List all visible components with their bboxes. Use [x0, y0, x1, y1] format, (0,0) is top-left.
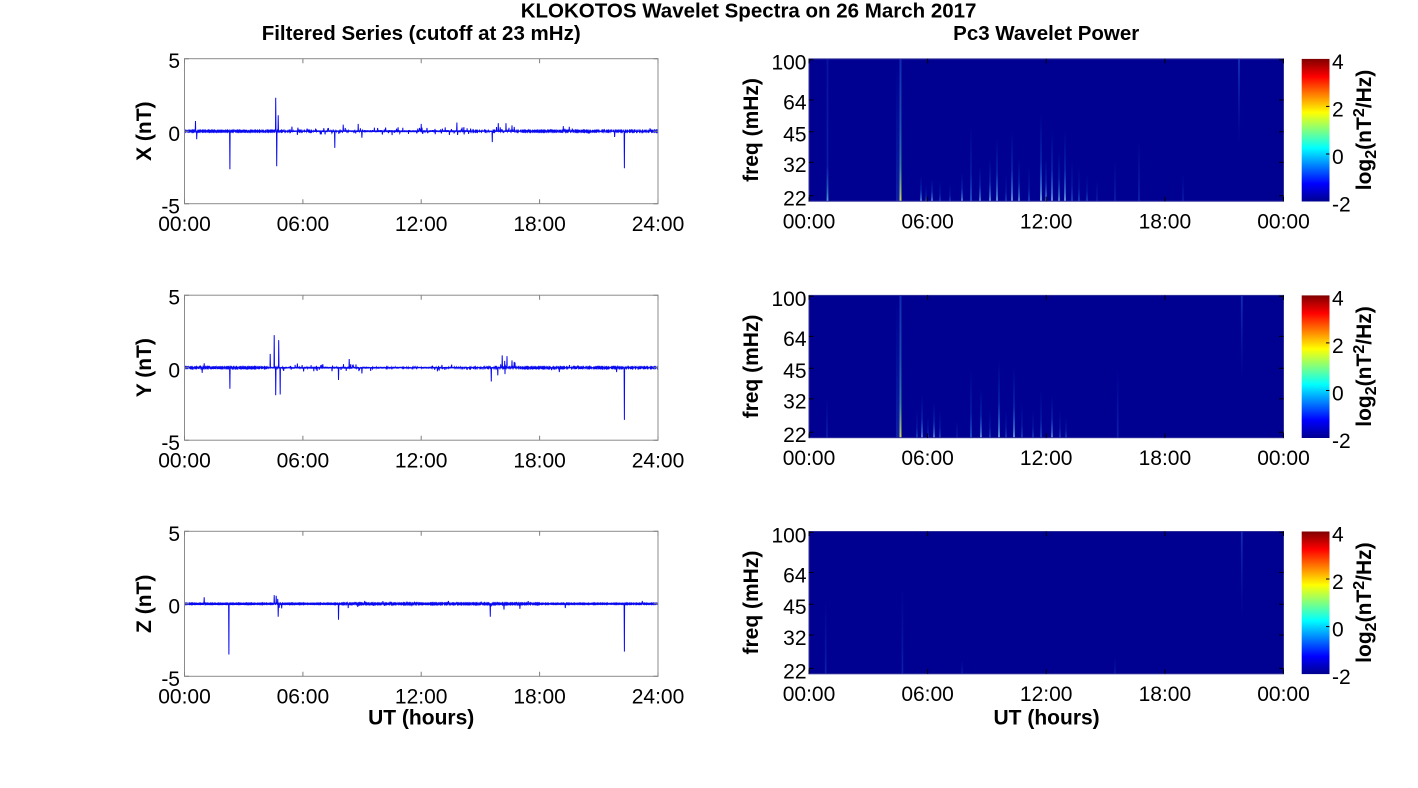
svg-text:00:00: 00:00	[158, 213, 211, 236]
svg-text:24:00: 24:00	[632, 213, 685, 236]
svg-text:-2: -2	[1332, 430, 1351, 453]
svg-text:freq (mHz): freq (mHz)	[740, 315, 763, 419]
svg-text:100: 100	[771, 52, 806, 75]
svg-text:22: 22	[783, 188, 806, 211]
svg-text:Y (nT): Y (nT)	[133, 338, 156, 397]
svg-text:18:00: 18:00	[513, 450, 566, 473]
svg-text:00:00: 00:00	[1257, 447, 1310, 470]
svg-text:freq (mHz): freq (mHz)	[740, 551, 763, 655]
svg-text:00:00: 00:00	[783, 211, 836, 234]
svg-text:06:00: 06:00	[901, 683, 954, 706]
svg-text:00:00: 00:00	[1257, 683, 1310, 706]
svg-text:18:00: 18:00	[1139, 211, 1192, 234]
svg-text:22: 22	[783, 660, 806, 683]
svg-text:2: 2	[1332, 571, 1344, 594]
svg-text:06:00: 06:00	[277, 213, 330, 236]
svg-text:12:00: 12:00	[395, 450, 448, 473]
svg-text:-5: -5	[161, 196, 180, 219]
svg-text:12:00: 12:00	[395, 686, 448, 709]
svg-text:0: 0	[1332, 619, 1344, 642]
svg-text:2: 2	[1332, 335, 1344, 358]
svg-text:-2: -2	[1332, 193, 1351, 216]
svg-text:0: 0	[1332, 382, 1344, 405]
svg-text:00:00: 00:00	[158, 450, 211, 473]
svg-text:log2(nT2/Hz): log2(nT2/Hz)	[1351, 306, 1380, 426]
svg-text:0: 0	[168, 360, 180, 383]
svg-text:5: 5	[168, 50, 180, 73]
svg-text:32: 32	[783, 627, 806, 650]
svg-text:5: 5	[168, 287, 180, 310]
svg-text:64: 64	[783, 328, 807, 351]
svg-text:Z (nT): Z (nT)	[133, 575, 156, 633]
svg-text:5: 5	[168, 523, 180, 546]
svg-text:UT (hours): UT (hours)	[368, 707, 474, 730]
svg-text:18:00: 18:00	[513, 686, 566, 709]
svg-text:45: 45	[783, 360, 806, 383]
svg-text:Filtered Series (cutoff at 23: Filtered Series (cutoff at 23 mHz)	[262, 22, 581, 45]
svg-text:0: 0	[1332, 146, 1344, 169]
svg-text:KLOKOTOS Wavelet Spectra on 26: KLOKOTOS Wavelet Spectra on 26 March 201…	[521, 0, 977, 23]
svg-text:22: 22	[783, 424, 806, 447]
svg-text:12:00: 12:00	[395, 213, 448, 236]
svg-text:00:00: 00:00	[783, 683, 836, 706]
svg-text:0: 0	[168, 596, 180, 619]
svg-text:18:00: 18:00	[513, 213, 566, 236]
svg-text:45: 45	[783, 124, 806, 147]
svg-text:2: 2	[1332, 98, 1344, 121]
svg-text:12:00: 12:00	[1020, 683, 1073, 706]
svg-text:100: 100	[771, 524, 806, 547]
svg-text:4: 4	[1332, 523, 1344, 546]
svg-text:06:00: 06:00	[277, 450, 330, 473]
svg-text:0: 0	[168, 123, 180, 146]
svg-text:00:00: 00:00	[158, 686, 211, 709]
svg-text:4: 4	[1332, 287, 1344, 310]
svg-text:12:00: 12:00	[1020, 211, 1073, 234]
svg-text:X (nT): X (nT)	[133, 101, 156, 160]
svg-text:-5: -5	[161, 432, 180, 455]
svg-text:100: 100	[771, 288, 806, 311]
svg-text:06:00: 06:00	[901, 211, 954, 234]
svg-text:32: 32	[783, 154, 806, 177]
svg-text:00:00: 00:00	[783, 447, 836, 470]
svg-text:45: 45	[783, 596, 806, 619]
svg-text:log2(nT2/Hz): log2(nT2/Hz)	[1351, 542, 1380, 662]
svg-text:-2: -2	[1332, 666, 1351, 689]
svg-text:18:00: 18:00	[1139, 683, 1192, 706]
svg-text:64: 64	[783, 564, 807, 587]
svg-text:12:00: 12:00	[1020, 447, 1073, 470]
svg-text:log2(nT2/Hz): log2(nT2/Hz)	[1351, 70, 1380, 190]
svg-text:freq (mHz): freq (mHz)	[740, 78, 763, 182]
svg-text:32: 32	[783, 391, 806, 414]
svg-text:UT (hours): UT (hours)	[994, 707, 1100, 730]
svg-text:24:00: 24:00	[632, 450, 685, 473]
svg-text:4: 4	[1332, 51, 1344, 74]
svg-text:00:00: 00:00	[1257, 211, 1310, 234]
svg-text:64: 64	[783, 92, 807, 115]
svg-text:Pc3 Wavelet Power: Pc3 Wavelet Power	[953, 22, 1139, 45]
svg-text:-5: -5	[161, 668, 180, 691]
svg-text:24:00: 24:00	[632, 686, 685, 709]
svg-text:06:00: 06:00	[901, 447, 954, 470]
svg-text:18:00: 18:00	[1139, 447, 1192, 470]
svg-text:06:00: 06:00	[277, 686, 330, 709]
